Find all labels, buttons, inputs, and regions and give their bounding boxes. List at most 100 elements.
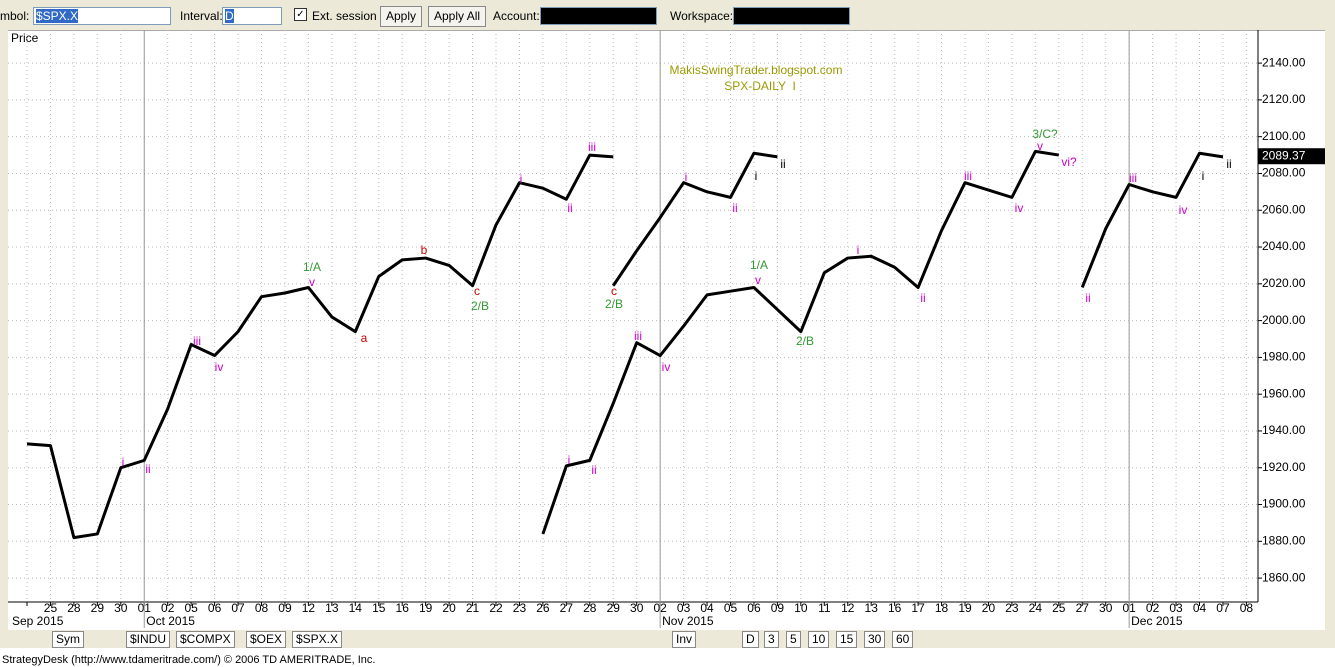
x-tick-label: 16 xyxy=(396,601,410,615)
wave-label: ii xyxy=(780,157,785,171)
y-tick-label: 1860.00 xyxy=(1262,570,1306,584)
symbol-input[interactable]: $SPX.X xyxy=(33,7,171,25)
y-tick-label: 1900.00 xyxy=(1262,497,1306,511)
x-tick-label: 02 xyxy=(161,601,175,615)
interval-tab[interactable]: 30 xyxy=(864,631,886,648)
interval-tab[interactable]: 10 xyxy=(808,631,830,648)
apply-button[interactable]: Apply xyxy=(380,6,423,27)
wave-label: iv xyxy=(662,360,671,374)
x-tick-label: 12 xyxy=(841,601,855,615)
wave-label: 1/A xyxy=(303,260,321,274)
wave-label: 2/B xyxy=(605,297,623,311)
wave-label: i xyxy=(755,169,758,183)
apply-all-button[interactable]: Apply All xyxy=(428,6,487,27)
last-price-box xyxy=(1258,148,1325,165)
account-select[interactable] xyxy=(540,7,657,25)
wave-label: ii xyxy=(732,201,737,215)
wave-label: ii xyxy=(145,462,150,476)
ext-session-label: Ext. session xyxy=(312,9,377,23)
checkbox[interactable]: ✓ xyxy=(294,8,307,21)
symbol-value: $SPX.X xyxy=(36,9,79,23)
interval-tab[interactable]: 60 xyxy=(892,631,914,648)
x-tick-label: 05 xyxy=(184,601,198,615)
wave-label: ii xyxy=(920,291,925,305)
x-tick-label: 29 xyxy=(91,601,105,615)
x-tick-label: 13 xyxy=(325,601,339,615)
wave-label: 2/B xyxy=(796,334,814,348)
x-tick-label: 22 xyxy=(489,601,503,615)
symbol-tab[interactable]: $SPX.X xyxy=(292,631,343,648)
wave-label: v xyxy=(1037,139,1043,153)
wave-label: c xyxy=(474,284,480,298)
x-tick-label: 06 xyxy=(208,601,222,615)
wave-label: i xyxy=(685,170,688,184)
x-tick-label: 20 xyxy=(442,601,456,615)
symbol-tab[interactable]: $OEX xyxy=(246,631,287,648)
price-line xyxy=(541,149,1060,535)
last-price: 2089.37 xyxy=(1262,148,1306,162)
x-tick-label: 24 xyxy=(1029,601,1043,615)
x-tick-label: 12 xyxy=(302,601,316,615)
x-tick-label: 25 xyxy=(1052,601,1066,615)
x-tick-label: 28 xyxy=(583,601,597,615)
wave-label: iv xyxy=(1015,201,1024,215)
y-tick-label: 1980.00 xyxy=(1262,350,1306,364)
x-tick-label: 04 xyxy=(700,601,714,615)
interval-tab[interactable]: 3 xyxy=(764,631,779,648)
y-tick-label: 2020.00 xyxy=(1262,276,1306,290)
price-line xyxy=(26,153,614,540)
x-tick-label: 27 xyxy=(1076,601,1090,615)
x-tick-label: 06 xyxy=(747,601,761,615)
x-tick-label: 03 xyxy=(1169,601,1183,615)
wave-label: iii xyxy=(964,169,972,183)
x-tick-label: 03 xyxy=(677,601,691,615)
wave-label: ii xyxy=(1226,157,1231,171)
wave-label: 2/B xyxy=(471,299,489,313)
price-line xyxy=(612,151,778,287)
x-tick-label: 07 xyxy=(1216,601,1230,615)
x-tick-label: 07 xyxy=(231,601,245,615)
x-tick-label: 14 xyxy=(349,601,363,615)
symbol-tab[interactable]: $INDU xyxy=(126,631,171,648)
watermark: MakisSwingTrader.blogspot.com xyxy=(670,63,843,77)
wave-label: ii xyxy=(567,201,572,215)
x-tick-label: 11 xyxy=(818,601,831,615)
tab-bar: Sym $INDU $COMPX $OEX $SPX.X Inv D 3 5 10 15 30 60 xyxy=(0,630,1335,648)
workspace-select[interactable] xyxy=(733,7,850,25)
wave-label: i xyxy=(857,243,860,257)
x-tick-label: 09 xyxy=(278,601,292,615)
right-strip xyxy=(1325,30,1335,630)
watermark: SPX-DAILY I xyxy=(724,79,796,93)
symbol-tab[interactable]: $COMPX xyxy=(176,631,235,648)
x-tick-label: 27 xyxy=(560,601,574,615)
wave-label: 1/A xyxy=(750,258,768,272)
y-tick-label: 2140.00 xyxy=(1262,55,1306,69)
y-tick-label: 1920.00 xyxy=(1262,460,1306,474)
x-tick-label: 30 xyxy=(1099,601,1113,615)
toolbar: mbol: $SPX.X Interval: D ✓ Ext. session … xyxy=(0,0,1335,31)
wave-label: ii xyxy=(1085,291,1090,305)
x-tick-label: 19 xyxy=(958,601,972,615)
interval-tab[interactable]: 15 xyxy=(836,631,858,648)
x-tick-label: 08 xyxy=(255,601,269,615)
status-bar: StrategyDesk (http://www.tdameritrade.co… xyxy=(2,654,376,666)
interval-input[interactable]: D xyxy=(222,7,282,25)
x-tick-label: 13 xyxy=(865,601,879,615)
x-tick-label: 15 xyxy=(372,601,386,615)
sym-button[interactable]: Sym xyxy=(52,631,84,648)
interval-tab[interactable]: D xyxy=(742,631,759,648)
x-tick-label: 09 xyxy=(771,601,785,615)
month-label: Dec 2015 xyxy=(1131,614,1183,628)
y-tick-label: 1960.00 xyxy=(1262,386,1306,400)
month-label: Nov 2015 xyxy=(662,614,714,628)
wave-label: iv xyxy=(1179,203,1188,217)
y-tick-label: 1940.00 xyxy=(1262,423,1306,437)
wave-label: v xyxy=(309,275,315,289)
symbol-label: mbol: xyxy=(0,9,30,23)
inv-button[interactable]: Inv xyxy=(672,631,697,648)
interval-tab[interactable]: 5 xyxy=(786,631,801,648)
x-tick-label: 10 xyxy=(794,601,808,615)
wave-label: b xyxy=(421,243,428,257)
wave-label: iv xyxy=(215,360,224,374)
